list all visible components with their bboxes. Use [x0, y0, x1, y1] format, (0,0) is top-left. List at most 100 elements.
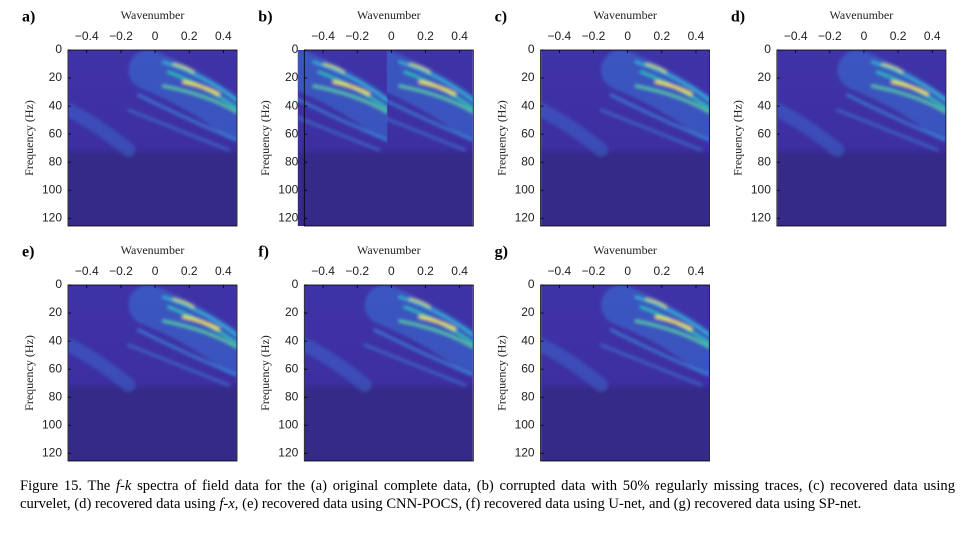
- x-axis-label: Wavenumber: [121, 8, 185, 22]
- x-tick-label: −0.4: [784, 29, 808, 43]
- y-tick-label: 120: [751, 210, 771, 224]
- x-axis-label: Wavenumber: [357, 243, 421, 257]
- y-tick-label: 40: [49, 98, 63, 112]
- y-axis-label: Frequency (Hz): [258, 335, 272, 411]
- panel: e) Wavenumber Frequency (Hz) −0.4 −0.2 0 0.2 0.…: [22, 243, 238, 462]
- panel-label: g): [495, 244, 508, 261]
- y-tick-label: 100: [42, 417, 62, 431]
- x-tick-label: 0.2: [181, 29, 198, 43]
- panel-label: f): [258, 244, 269, 261]
- spectrum-image: [69, 50, 237, 226]
- spectrum-image: [541, 285, 709, 461]
- y-tick-label: 20: [521, 305, 535, 319]
- y-tick-label: 120: [515, 210, 535, 224]
- y-tick-label: 0: [55, 42, 62, 56]
- panel-label: a): [22, 9, 35, 26]
- caption-text: spectra of field data for the (a) origin…: [20, 478, 956, 512]
- x-tick-label: 0.4: [215, 29, 232, 43]
- y-tick-label: 100: [515, 417, 535, 431]
- x-tick-label: −0.2: [582, 264, 606, 278]
- x-tick-label: 0: [861, 29, 868, 43]
- x-tick-label: 0.2: [417, 29, 434, 43]
- panel: b) Wavenumber Frequency (Hz) −0.4 −0.2 0 0.2 0.…: [219, 8, 474, 227]
- y-tick-label: 60: [285, 126, 299, 140]
- y-axis-label: Frequency (Hz): [258, 100, 272, 176]
- x-tick-label: −0.4: [311, 29, 335, 43]
- y-tick-label: 60: [521, 126, 535, 140]
- x-tick-label: 0: [624, 29, 631, 43]
- axes-frame: [540, 49, 710, 227]
- y-tick-label: 80: [758, 154, 772, 168]
- y-tick-label: 60: [521, 361, 535, 375]
- y-tick-label: 100: [278, 182, 298, 196]
- y-tick-label: 40: [49, 333, 63, 347]
- axes-frame: [67, 284, 238, 462]
- y-tick-label: 120: [278, 210, 298, 224]
- x-tick-label: 0: [388, 29, 395, 43]
- x-tick-label: −0.4: [75, 264, 99, 278]
- spectrum-image: [541, 50, 709, 226]
- caption: Figure 15. The f-k spectra of field data…: [20, 478, 955, 513]
- y-tick-label: 80: [49, 389, 63, 403]
- y-tick-label: 100: [515, 182, 535, 196]
- spectrum-image: [777, 50, 945, 226]
- panel: f) Wavenumber Frequency (Hz) −0.4 −0.2 0 0.2 0.…: [258, 243, 474, 462]
- y-tick-label: 80: [285, 389, 299, 403]
- x-tick-label: 0.4: [924, 29, 941, 43]
- x-tick-label: 0.4: [451, 29, 468, 43]
- caption-number: Figure 15.: [20, 478, 83, 494]
- y-tick-label: 60: [285, 361, 299, 375]
- y-axis-label: Frequency (Hz): [494, 100, 508, 176]
- x-tick-label: 0.4: [215, 264, 232, 278]
- x-tick-label: −0.4: [75, 29, 99, 43]
- y-tick-label: 100: [42, 182, 62, 196]
- y-tick-label: 80: [49, 154, 63, 168]
- y-tick-label: 60: [49, 361, 63, 375]
- x-tick-label: 0.2: [653, 264, 670, 278]
- y-tick-label: 80: [285, 154, 299, 168]
- x-tick-label: 0.4: [688, 264, 705, 278]
- panel: c) Wavenumber Frequency (Hz) −0.4 −0.2 0 0.2 0.…: [494, 8, 710, 227]
- x-tick-label: −0.2: [109, 264, 133, 278]
- y-tick-label: 60: [49, 126, 63, 140]
- x-tick-label: 0.2: [653, 29, 670, 43]
- figure: a) Wavenumber Frequency (Hz) −0.4 −0.2 0 0.2 0.…: [22, 8, 947, 462]
- caption-italic: f-k: [115, 478, 132, 494]
- y-tick-label: 100: [751, 182, 771, 196]
- y-axis-label: Frequency (Hz): [731, 100, 745, 176]
- axes-frame: [67, 49, 238, 227]
- y-tick-label: 40: [521, 98, 535, 112]
- x-tick-label: 0.4: [451, 264, 468, 278]
- spectrum-image: [69, 285, 237, 461]
- y-tick-label: 120: [42, 210, 62, 224]
- y-tick-label: 20: [49, 305, 63, 319]
- x-tick-label: −0.2: [818, 29, 842, 43]
- panel: a) Wavenumber Frequency (Hz) −0.4 −0.2 0 0.2 0.…: [22, 8, 238, 227]
- y-axis-label: Frequency (Hz): [494, 335, 508, 411]
- axes-frame: [303, 284, 474, 462]
- y-axis-label: Frequency (Hz): [22, 335, 36, 411]
- x-tick-label: 0.4: [688, 29, 705, 43]
- y-tick-label: 0: [528, 42, 535, 56]
- panel-label: b): [258, 9, 272, 26]
- x-axis-label: Wavenumber: [357, 8, 421, 22]
- caption-italic: f-x: [219, 495, 235, 512]
- x-axis-label: Wavenumber: [121, 243, 185, 257]
- x-axis-label: Wavenumber: [593, 243, 657, 257]
- panel: d) Wavenumber Frequency (Hz) −0.4 −0.2 0 0.2 0.…: [731, 8, 947, 227]
- x-tick-label: 0: [152, 264, 159, 278]
- y-tick-label: 100: [278, 417, 298, 431]
- x-tick-label: 0: [624, 264, 631, 278]
- y-tick-label: 20: [521, 70, 535, 84]
- x-tick-label: −0.2: [109, 29, 133, 43]
- x-tick-label: −0.4: [548, 264, 572, 278]
- y-tick-label: 60: [758, 126, 772, 140]
- y-tick-label: 40: [521, 333, 535, 347]
- x-tick-label: −0.4: [311, 264, 335, 278]
- x-axis-label: Wavenumber: [593, 8, 657, 22]
- y-tick-label: 80: [521, 389, 535, 403]
- y-tick-label: 120: [515, 445, 535, 459]
- x-axis-label: Wavenumber: [830, 8, 894, 22]
- x-tick-label: 0.2: [417, 264, 434, 278]
- x-tick-label: −0.2: [582, 29, 606, 43]
